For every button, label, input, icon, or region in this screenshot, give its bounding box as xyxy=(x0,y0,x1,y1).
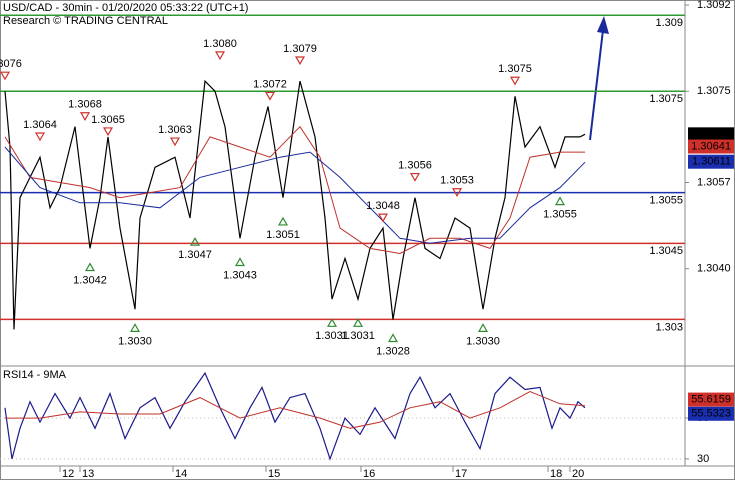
extreme-marker xyxy=(377,213,389,223)
x-tick-label: 12 xyxy=(62,468,74,480)
extreme-label: 1.3028 xyxy=(376,345,410,357)
extreme-label: 1.3043 xyxy=(223,269,257,281)
y-tick-label: 1.3092 xyxy=(697,0,731,11)
projection-arrow xyxy=(589,29,604,141)
price-tag-label: 1.30665 xyxy=(691,128,731,140)
x-tick-label: 14 xyxy=(175,468,187,480)
extreme-marker xyxy=(277,216,289,226)
extreme-marker xyxy=(294,56,306,66)
chart-subtitle: Research © TRADING CENTRAL xyxy=(3,15,168,27)
price-tag xyxy=(688,139,734,154)
x-tick-label: 18 xyxy=(550,468,562,480)
extreme-marker xyxy=(387,333,399,343)
extreme-marker xyxy=(169,137,181,147)
price-tag-label: 55.5323 xyxy=(691,408,731,420)
extreme-label: 1.3055 xyxy=(543,209,577,221)
extreme-label: 1.3031 xyxy=(341,330,375,342)
extreme-label: 1.3065 xyxy=(91,114,125,126)
extreme-marker xyxy=(326,318,338,327)
extreme-label: 1.3076 xyxy=(0,58,22,70)
extreme-marker xyxy=(84,262,96,272)
level-label: 1.303 xyxy=(655,321,683,333)
chart-title: USD/CAD - 30min - 01/20/2020 05:33:22 (U… xyxy=(3,2,248,14)
price-tag xyxy=(688,154,734,169)
extreme-marker xyxy=(264,91,276,101)
extreme-label: 1.3079 xyxy=(283,43,317,55)
extreme-marker xyxy=(129,323,141,332)
extreme-marker xyxy=(214,51,226,61)
extreme-marker xyxy=(189,236,201,246)
extreme-label: 1.3075 xyxy=(498,63,532,75)
extreme-marker xyxy=(234,257,246,267)
extreme-label: 1.3056 xyxy=(398,159,432,171)
level-label: 1.309 xyxy=(655,17,683,29)
extreme-label: 1.3048 xyxy=(366,200,400,212)
series-line xyxy=(4,146,586,244)
y-tick-label: 1.3040 xyxy=(697,263,731,275)
x-tick-label: 15 xyxy=(268,468,280,480)
series-line xyxy=(5,390,586,429)
extreme-label: 1.3047 xyxy=(178,249,212,261)
extreme-label: 1.3063 xyxy=(158,124,192,136)
extreme-label: 1.3068 xyxy=(68,99,102,111)
x-tick-label: 17 xyxy=(455,468,467,480)
extreme-marker xyxy=(451,188,463,197)
extreme-label: 1.3051 xyxy=(266,229,300,241)
extreme-marker xyxy=(102,127,114,137)
extreme-marker xyxy=(0,71,11,81)
y-tick-label: 1.3075 xyxy=(697,85,731,97)
price-tag xyxy=(688,406,734,421)
x-tick-label: 16 xyxy=(363,468,375,480)
price-tag-label: 1.30611 xyxy=(692,156,731,168)
level-label: 1.3045 xyxy=(649,245,683,257)
price-tag xyxy=(688,392,734,407)
extreme-label: 1.3080 xyxy=(203,38,237,50)
series-line xyxy=(4,79,586,330)
extreme-label: 1.3042 xyxy=(73,274,107,286)
projection-arrowhead xyxy=(597,16,609,34)
extreme-label: 1.3030 xyxy=(466,335,500,347)
level-label: 1.3075 xyxy=(649,93,683,105)
price-tag xyxy=(688,127,734,142)
y-tick-label: 30 xyxy=(697,453,709,465)
extreme-marker xyxy=(477,323,489,332)
x-tick-label: 20 xyxy=(572,468,584,480)
extreme-marker xyxy=(352,318,364,327)
extreme-marker xyxy=(409,172,421,182)
extreme-label: 1.3072 xyxy=(253,78,287,90)
y-tick-label: 1.3057 xyxy=(697,176,731,188)
extreme-label: 1.3030 xyxy=(118,335,152,347)
extreme-label: 1.3053 xyxy=(440,175,474,187)
extreme-marker xyxy=(509,76,521,86)
rsi-title: RSI14 - 9MA xyxy=(3,369,67,381)
extreme-label: 1.3064 xyxy=(23,119,57,131)
series-line xyxy=(4,371,586,461)
extreme-label: 1.3031 xyxy=(315,330,349,342)
extreme-marker xyxy=(79,112,91,121)
extreme-marker xyxy=(34,132,46,142)
price-tag-label: 1.30641 xyxy=(691,140,731,152)
x-tick-label: 13 xyxy=(82,468,94,480)
extreme-marker xyxy=(554,196,566,206)
price-tag-label: 55.6159 xyxy=(691,393,731,405)
level-label: 1.3055 xyxy=(649,195,683,207)
series-line xyxy=(4,125,585,255)
